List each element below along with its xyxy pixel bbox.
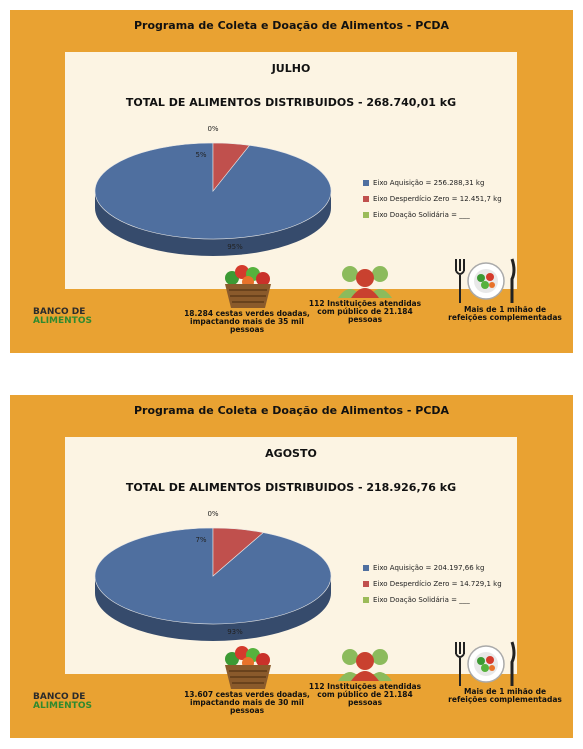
vegetable-basket-icon [225,265,271,308]
pie-data-label: 93% [227,628,243,636]
legend-swatch [363,196,369,202]
legend-swatch [363,180,369,186]
pie-chart: 95% 5% 0% [94,125,332,256]
legend-swatch [363,597,369,603]
program-title: Programa de Coleta e Doação de Alimentos… [133,19,450,32]
baskets-stat: 13.607 cestas verdes doadas, impactando … [184,690,310,715]
pie-data-label: 0% [207,510,218,518]
legend-swatch [363,565,369,571]
chart-area: AGOSTO TOTAL DE ALIMENTOS DISTRIBUIDOS -… [65,437,517,674]
month-label: JULHO [271,62,311,75]
pie-slice [212,527,264,577]
institutions-stat: 112 Instituições atendidas com público d… [308,299,422,324]
total-label: TOTAL DE ALIMENTOS DISTRIBUIDOS - 268.74… [125,96,457,109]
legend-item: Eixo Doação Solidária = ___ [363,595,502,611]
chart-legend: Eixo Aquisição = 256.288,31 kg Eixo Desp… [363,178,502,226]
legend-item: Eixo Aquisição = 256.288,31 kg [363,178,502,194]
program-title: Programa de Coleta e Doação de Alimentos… [133,404,450,417]
pie-data-label: 7% [195,536,206,544]
legend-swatch [363,581,369,587]
total-label: TOTAL DE ALIMENTOS DISTRIBUIDOS - 218.92… [125,481,457,494]
people-group-icon [338,266,392,298]
legend-label: Eixo Aquisição = 204.197,66 kg [373,564,485,572]
report-panel-july: Programa de Coleta e Doação de Alimentos… [10,10,573,353]
legend-item: Eixo Aquisição = 204.197,66 kg [363,563,502,579]
pie-chart: 93% 7% 0% [94,510,332,641]
legend-label: Eixo Doação Solidária = ___ [373,596,470,604]
institutions-stat: 112 Instituições atendidas com público d… [308,682,422,707]
plate-cutlery-icon [455,641,516,686]
month-label: AGOSTO [265,447,317,460]
legend-item: Eixo Desperdício Zero = 12.451,7 kg [363,194,502,210]
pie-side [95,191,331,256]
people-group-icon [338,649,392,681]
banco-de-alimentos-logo: BANCO DE ALIMENTOS [33,692,92,711]
pie-side [95,576,331,641]
legend-swatch [363,212,369,218]
vegetable-basket-icon [225,646,271,689]
banco-de-alimentos-logo: BANCO DE ALIMENTOS [33,307,92,326]
meals-stat: Mais de 1 mihão de refeições complementa… [448,687,562,704]
meals-stat: Mais de 1 mihão de refeições complementa… [448,305,562,322]
pie-data-label: 0% [207,125,218,133]
baskets-stat: 18.284 cestas verdes doadas, impactando … [184,309,310,334]
pie-data-label: 5% [195,151,206,159]
plate-cutlery-icon [455,258,516,303]
chart-area: JULHO TOTAL DE ALIMENTOS DISTRIBUIDOS - … [65,52,517,289]
legend-label: Eixo Desperdício Zero = 12.451,7 kg [373,195,502,203]
legend-label: Eixo Desperdício Zero = 14.729,1 kg [373,580,502,588]
chart-legend: Eixo Aquisição = 204.197,66 kg Eixo Desp… [363,563,502,611]
report-panel-august: Programa de Coleta e Doação de Alimentos… [10,395,573,738]
legend-label: Eixo Doação Solidária = ___ [373,211,470,219]
pie-slice [212,142,251,192]
legend-item: Eixo Desperdício Zero = 14.729,1 kg [363,579,502,595]
pie-data-label: 95% [227,243,243,251]
legend-item: Eixo Doação Solidária = ___ [363,210,502,226]
legend-label: Eixo Aquisição = 256.288,31 kg [373,179,485,187]
